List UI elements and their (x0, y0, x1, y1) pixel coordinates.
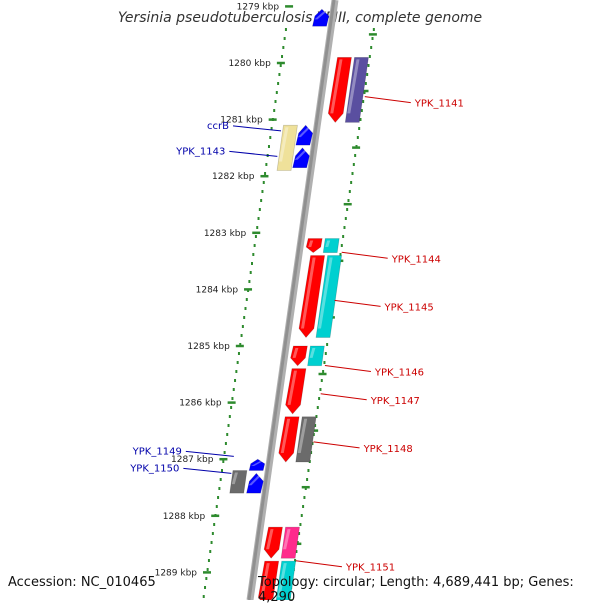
gene-highlight (300, 257, 316, 329)
gene-feature (248, 458, 266, 471)
scale-tick-label: 1285 kbp (187, 342, 230, 352)
gene-feature (312, 8, 330, 27)
gene-label-leader (229, 150, 278, 157)
gene-highlight (292, 348, 299, 358)
gene-label-leader (334, 299, 381, 307)
gene-label-leader (320, 393, 367, 401)
gene-highlight (277, 563, 287, 598)
gene-feature (315, 255, 343, 338)
gene-highlight (260, 563, 270, 598)
gene-highlight (330, 59, 343, 114)
gene-feature (263, 526, 283, 559)
gene-highlight (309, 348, 316, 358)
gene-label: YPK_1149 (132, 446, 182, 457)
gene-highlight (294, 149, 308, 160)
gene-label: YPK_1145 (384, 302, 434, 313)
gene-feature (285, 368, 307, 415)
gene-highlight (280, 418, 291, 454)
scale-tick-label: 1289 kbp (155, 568, 198, 578)
gene-label: YPK_1141 (414, 99, 464, 110)
gene-highlight (283, 529, 291, 550)
gene-label: YPK_1146 (374, 367, 424, 378)
genome-backbone-core (247, 0, 336, 600)
gene-feature (305, 238, 323, 254)
gene-highlight (279, 127, 289, 162)
gene-feature (278, 416, 300, 463)
gene-feature (295, 416, 317, 463)
gene-feature (295, 124, 314, 146)
scale-tick-label: 1282 kbp (212, 172, 255, 182)
gene-label-leader (364, 96, 411, 104)
gene-label: YPK_1147 (370, 396, 420, 407)
scale-tick-label: 1283 kbp (204, 229, 247, 239)
gene-feature (292, 147, 310, 169)
gene-feature (298, 255, 326, 339)
gene-feature (229, 470, 248, 494)
gene-label-leader (313, 441, 360, 449)
gene-feature (280, 526, 300, 559)
gene-label: ccrB (207, 121, 229, 132)
gene-highlight (325, 240, 331, 247)
scale-tick-label: 1281 kbp (220, 116, 263, 126)
gene-highlight (266, 529, 274, 550)
gene-feature (307, 345, 325, 367)
gene-label: YPK_1150 (129, 463, 179, 474)
gene-label: YPK_1148 (363, 444, 413, 455)
gene-label-leader (185, 450, 234, 457)
scale-tick-label: 1288 kbp (163, 512, 206, 522)
gene-label: YPK_1151 (345, 563, 395, 574)
gene-feature (276, 124, 298, 171)
gene-label: YPK_1143 (175, 146, 225, 157)
scale-tick-label: 1284 kbp (196, 285, 239, 295)
gene-feature (290, 345, 308, 367)
gene-highlight (297, 418, 308, 454)
gene-feature (257, 560, 280, 600)
genome-title: Yersinia pseudotuberculosis YPIII, compl… (117, 10, 483, 26)
gene-highlight (347, 59, 360, 114)
gene-highlight (314, 11, 327, 20)
gene-highlight (287, 370, 297, 405)
gene-feature (246, 472, 264, 494)
gene-label-leader (232, 125, 282, 132)
gene-feature (322, 238, 340, 253)
gene-label-leader (341, 251, 388, 259)
scale-tick-label: 1287 kbp (171, 455, 214, 465)
gene-highlight (231, 472, 238, 485)
scale-tick-label: 1280 kbp (228, 59, 271, 69)
gene-label-leader (295, 560, 342, 568)
gene-feature (344, 56, 369, 123)
accession-text: Accession: NC_010465 (8, 575, 156, 590)
gene-highlight (248, 475, 262, 486)
gene-highlight (297, 127, 311, 138)
topology-text: Topology: circular; Length: 4,689,441 bp… (258, 575, 574, 605)
gene-highlight (251, 461, 263, 466)
gene-feature (327, 56, 352, 123)
scale-tick-label: 1286 kbp (179, 399, 222, 409)
gene-label-leader (324, 364, 371, 372)
gene-feature (275, 560, 297, 600)
gene-highlight (308, 240, 314, 247)
gene-label-leader (183, 467, 232, 474)
gene-highlight (317, 257, 333, 329)
gene-label: YPK_1144 (391, 254, 441, 265)
scale-tick-label: 1279 kbp (237, 2, 280, 12)
